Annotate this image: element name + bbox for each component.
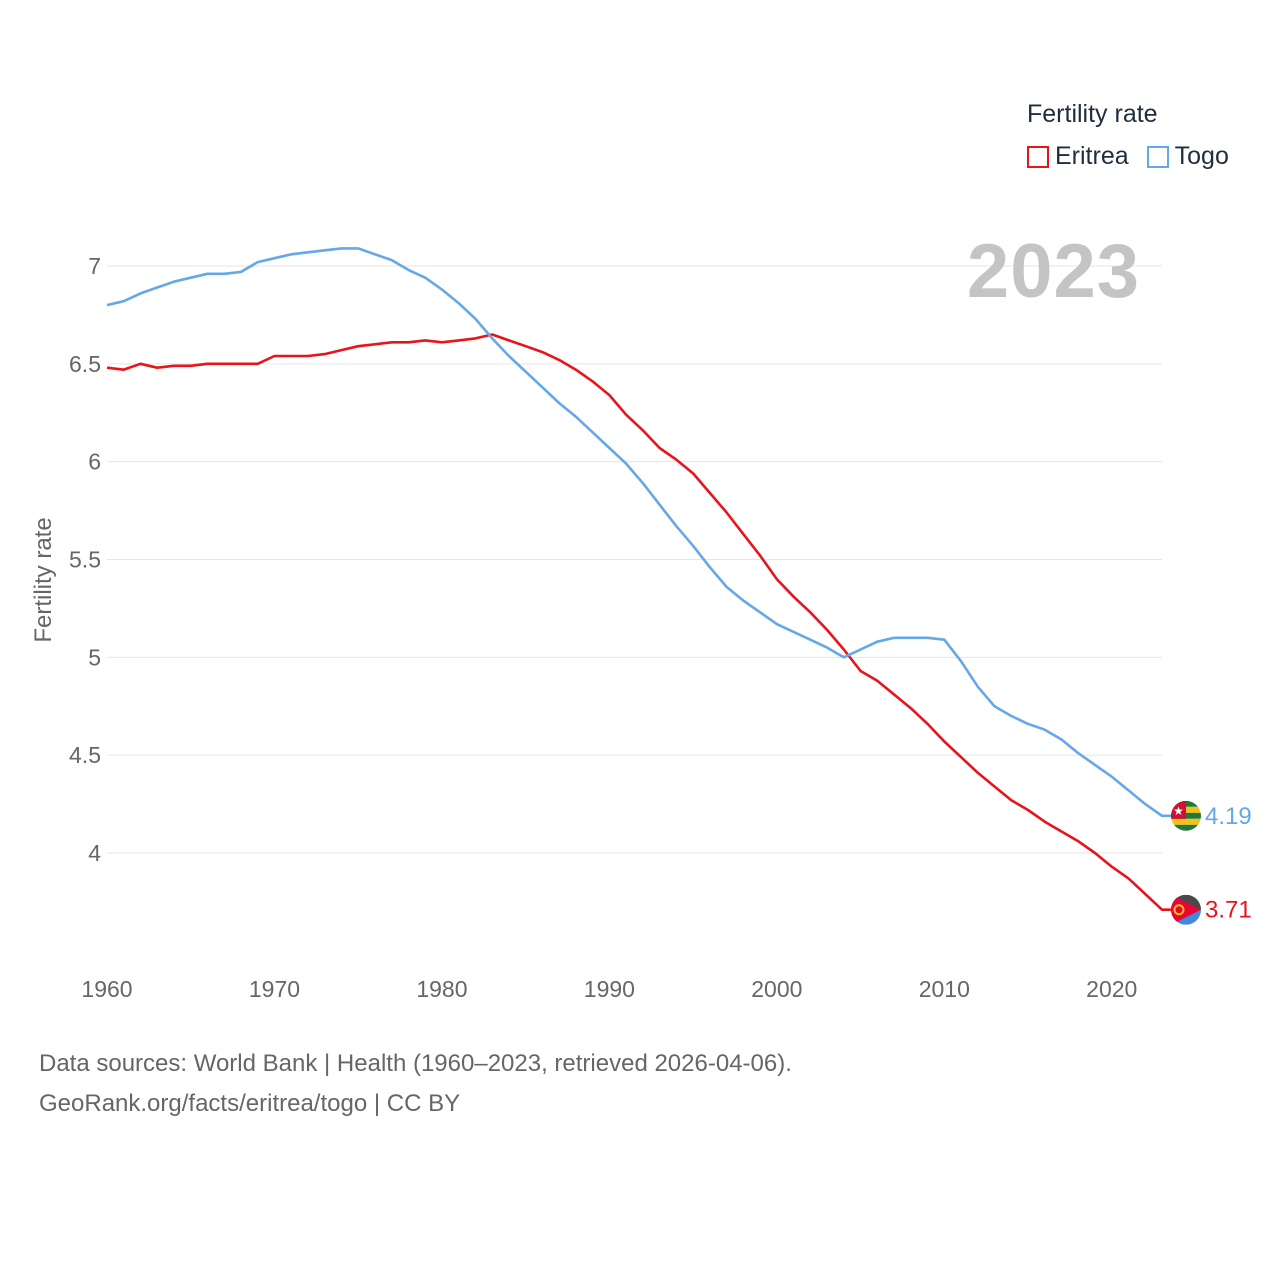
- series-line-togo[interactable]: [106, 247, 1172, 818]
- source-line-1: Data sources: World Bank | Health (1960–…: [39, 1050, 792, 1077]
- end-value-togo: 4.19: [1205, 803, 1252, 830]
- legend-swatch-togo: [1146, 145, 1169, 168]
- x-tick-label: 1990: [584, 976, 635, 1002]
- series-line-eritrea[interactable]: [106, 333, 1172, 912]
- y-tick-label: 7: [88, 253, 101, 279]
- x-tick-label: 2020: [1086, 976, 1137, 1002]
- svg-text:★: ★: [1173, 804, 1184, 818]
- eritrea-flag-icon: [1171, 894, 1201, 925]
- gridlines: [107, 265, 1162, 854]
- legend-item-eritrea[interactable]: Eritrea: [1027, 142, 1129, 171]
- legend-label-togo: Togo: [1174, 142, 1229, 170]
- source-note: Data sources: World Bank | Health (1960–…: [39, 1044, 792, 1124]
- legend-label-eritrea: Eritrea: [1055, 142, 1129, 170]
- togo-flag-icon: ★: [1171, 800, 1201, 831]
- y-tick-label: 4.5: [69, 742, 101, 768]
- x-tick-label: 1960: [81, 976, 132, 1002]
- x-tick-label: 2010: [919, 976, 970, 1002]
- legend-item-togo[interactable]: Togo: [1146, 142, 1229, 171]
- x-tick-label: 1980: [416, 976, 467, 1002]
- x-tick-label: 2000: [751, 976, 802, 1002]
- legend: Eritrea Togo: [1027, 142, 1247, 171]
- end-value-eritrea: 3.71: [1205, 897, 1252, 924]
- series-end-markers: 3.71 ★ 4.19: [1171, 800, 1252, 925]
- y-tick-label: 5.5: [69, 547, 101, 573]
- y-tick-label: 6.5: [69, 351, 101, 377]
- y-axis-label: Fertility rate: [30, 517, 57, 642]
- x-tick-label: 1970: [249, 976, 300, 1002]
- y-axis-ticks: 4 4.5 5 5.5 6 6.5 7: [69, 253, 101, 866]
- y-tick-label: 6: [88, 449, 101, 475]
- y-tick-label: 4: [88, 840, 101, 866]
- legend-title: Fertility rate: [1027, 100, 1158, 128]
- legend-swatch-eritrea: [1027, 145, 1049, 168]
- series-lines: [106, 247, 1172, 912]
- y-tick-label: 5: [88, 644, 101, 670]
- x-axis-ticks: 1960 1970 1980 1990 2000 2010 2020: [81, 976, 1137, 1002]
- year-label: 2023: [966, 229, 1140, 314]
- source-line-2[interactable]: GeoRank.org/facts/eritrea/togo | CC BY: [39, 1090, 461, 1117]
